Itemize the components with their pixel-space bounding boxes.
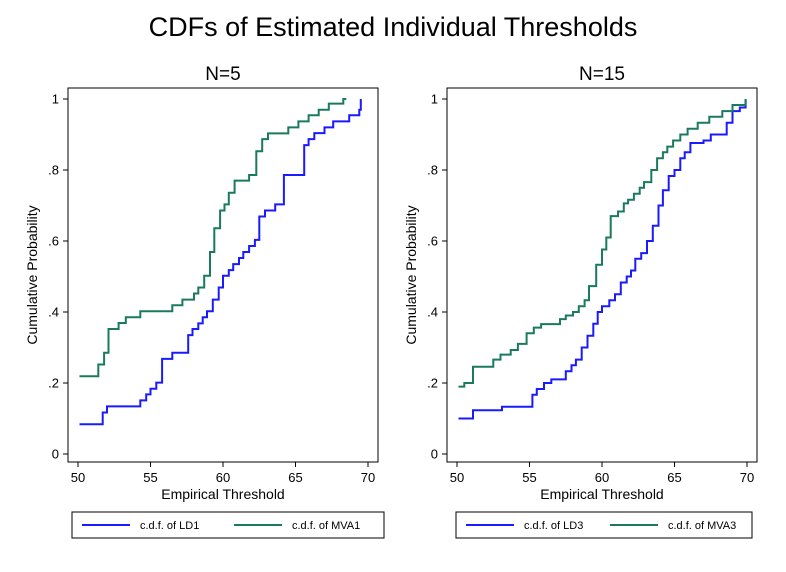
series-line-2 bbox=[458, 99, 747, 388]
y-tick-label: 0 bbox=[431, 447, 438, 462]
plot-area bbox=[446, 87, 758, 463]
y-tick-label: .2 bbox=[427, 376, 438, 391]
y-tick-label: .4 bbox=[427, 305, 438, 320]
x-tick-label: 70 bbox=[361, 470, 375, 485]
x-tick-label: 65 bbox=[667, 470, 681, 485]
x-tick-label: 70 bbox=[740, 470, 754, 485]
series-line-2 bbox=[79, 98, 347, 378]
y-axis-label: Cumulative Probability bbox=[403, 205, 419, 344]
chart-title: N=5 bbox=[205, 64, 240, 85]
x-tick-label: 55 bbox=[143, 470, 157, 485]
x-tick-label: 55 bbox=[522, 470, 536, 485]
legend-label-1: c.d.f. of LD1 bbox=[140, 520, 199, 532]
legend-label-2: c.d.f. of MVA3 bbox=[668, 520, 736, 532]
chart-panel-1: N=5 50 55 60 65 70 0 .2 .4 .6 .8 1 Empirical Thresho… bbox=[24, 64, 385, 539]
figure-title: CDFs of Estimated Individual Thresholds bbox=[148, 12, 638, 42]
y-tick-label: 1 bbox=[52, 92, 59, 107]
y-axis-label: Cumulative Probability bbox=[24, 205, 40, 344]
legend-label-2: c.d.f. of MVA1 bbox=[292, 520, 360, 532]
x-axis-label: Empirical Threshold bbox=[161, 486, 284, 502]
legend-label-1: c.d.f. of LD3 bbox=[524, 520, 583, 532]
y-tick-label: .2 bbox=[48, 376, 59, 391]
legend: c.d.f. of LD1 c.d.f. of MVA1 bbox=[71, 511, 385, 539]
y-tick-label: .6 bbox=[48, 234, 59, 249]
series-line-1 bbox=[458, 99, 747, 420]
series-line-1 bbox=[79, 99, 362, 426]
legend: c.d.f. of LD3 c.d.f. of MVA3 bbox=[455, 511, 753, 539]
x-axis-label: Empirical Threshold bbox=[540, 486, 663, 502]
y-tick-label: .4 bbox=[48, 305, 59, 320]
y-tick-label: 1 bbox=[431, 92, 438, 107]
y-tick-label: 0 bbox=[52, 447, 59, 462]
y-tick-label: .8 bbox=[48, 163, 59, 178]
chart-panel-2: N=15 50 55 60 65 70 0 .2 .4 .6 .8 1 Empirical Thresh… bbox=[403, 64, 758, 539]
x-tick-label: 50 bbox=[71, 470, 85, 485]
x-tick-label: 50 bbox=[450, 470, 464, 485]
y-tick-label: .8 bbox=[427, 163, 438, 178]
y-tick-label: .6 bbox=[427, 234, 438, 249]
x-tick-label: 65 bbox=[288, 470, 302, 485]
x-tick-label: 60 bbox=[595, 470, 609, 485]
chart-title: N=15 bbox=[579, 64, 625, 85]
x-tick-label: 60 bbox=[216, 470, 230, 485]
